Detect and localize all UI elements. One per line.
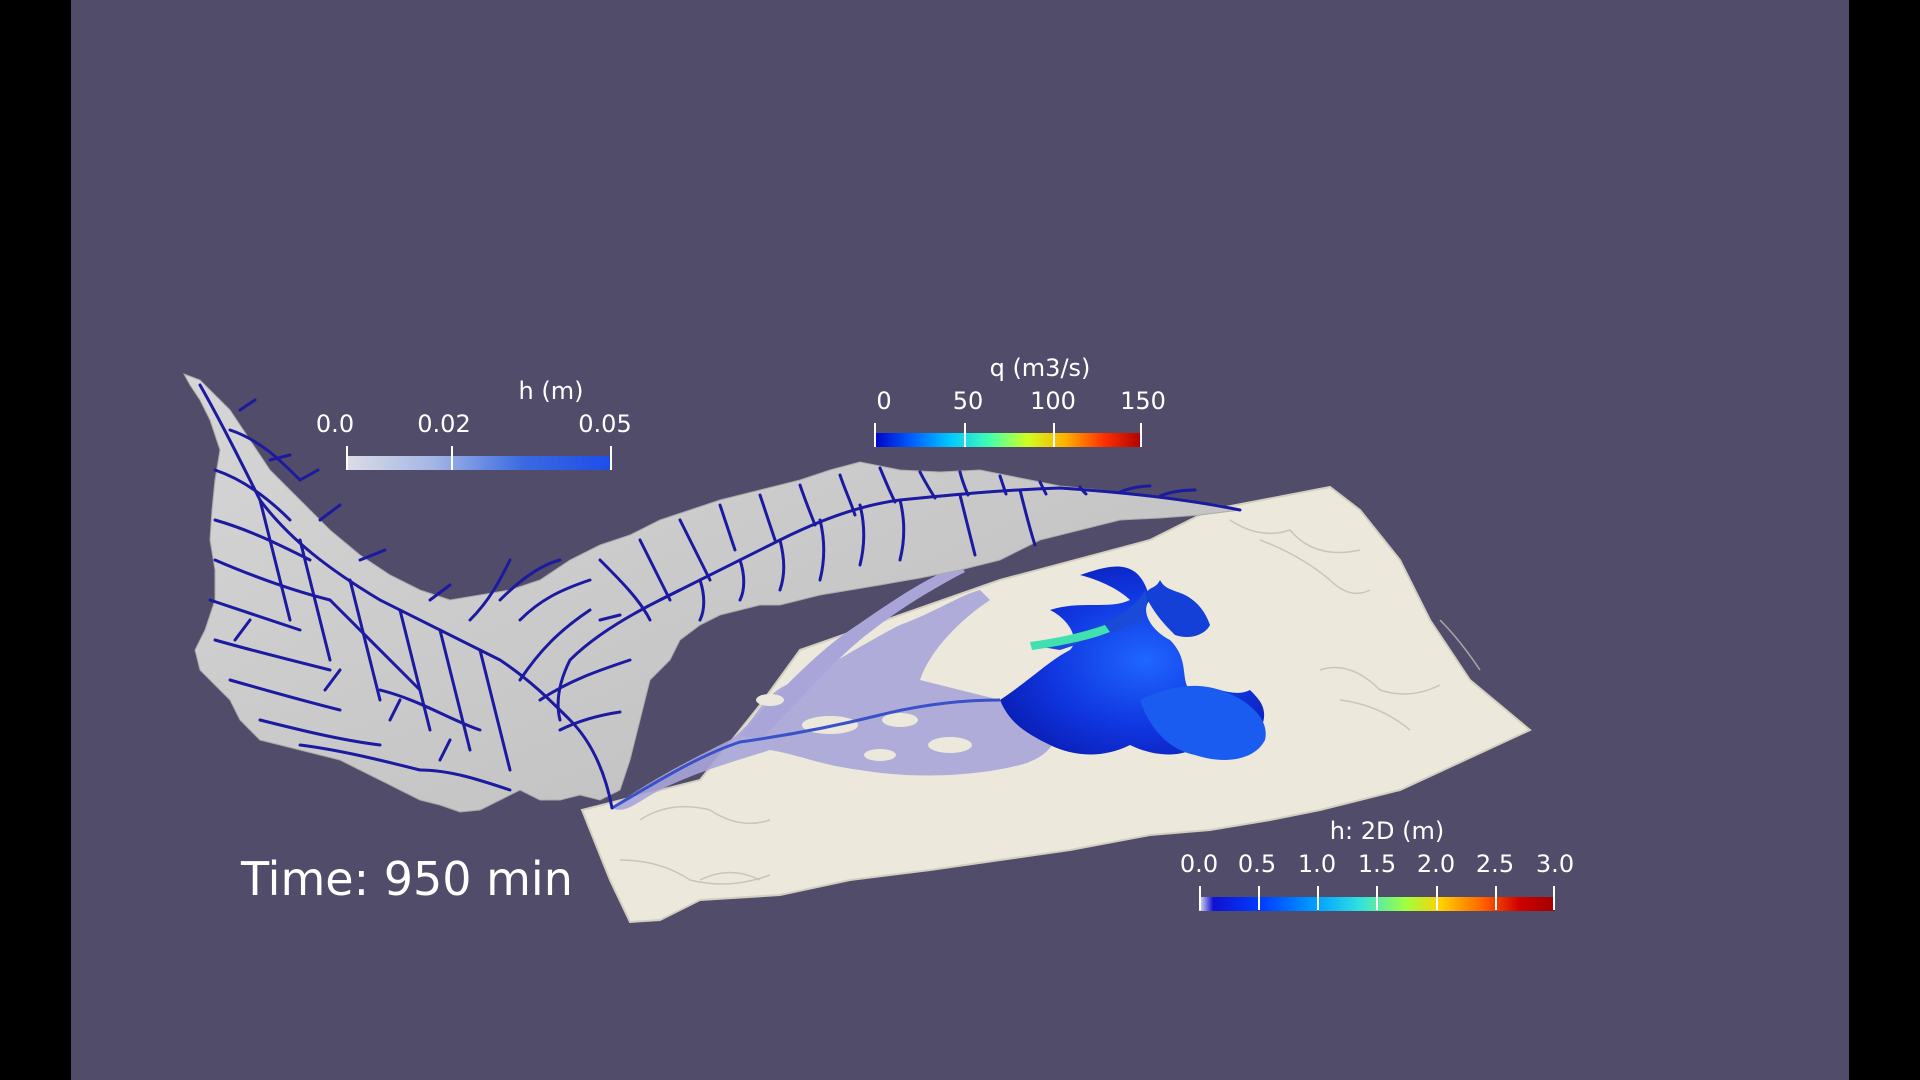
legend-q-tickmark-1: [964, 423, 966, 447]
legend-h2d-tick-6: 3.0: [1535, 850, 1575, 878]
legend-q-tickmark-0: [874, 423, 876, 447]
legend-h2d-tickmark-0: [1199, 886, 1201, 910]
high-discharge-channel: [1030, 625, 1110, 650]
legend-q-tick-0: 0: [876, 387, 892, 415]
shallow-channel-upper: [740, 565, 965, 740]
legend-h-tickmark-2: [610, 446, 612, 470]
legend-h2d-tick-0: 0.0: [1179, 850, 1219, 878]
legend-h-tick-0: 0.0: [315, 410, 355, 438]
legend-h-tick-2: 0.05: [578, 410, 632, 438]
legend-q-tick-3: 150: [1120, 387, 1166, 415]
legend-q-title: q (m3/s): [989, 354, 1091, 382]
legend-h2d-tick-2: 1.0: [1297, 850, 1337, 878]
legend-h2d-tick-1: 0.5: [1237, 850, 1277, 878]
main-river-channel: [611, 698, 1001, 810]
scene-3d[interactable]: [71, 0, 1849, 1080]
flood-headwater: [1145, 580, 1210, 637]
legend-h-tickmark-0: [346, 446, 348, 470]
legend-h2d-tickmark-4: [1436, 886, 1438, 910]
legend-h-colorbar: [346, 456, 612, 470]
legend-h2d-tickmark-2: [1317, 886, 1319, 910]
river-network: [198, 383, 1242, 810]
legend-q-tick-2: 100: [1030, 387, 1076, 415]
legend-h2d-tickmark-3: [1376, 886, 1378, 910]
legend-h2d-tick-3: 1.5: [1357, 850, 1397, 878]
time-annotation: Time: 950 min: [241, 852, 573, 906]
floodplain-relief: [619, 519, 1481, 885]
legend-h-tick-1: 0.02: [417, 410, 471, 438]
legend-h-tickmark-1: [451, 446, 453, 470]
legend-h2d-tickmark-5: [1495, 886, 1497, 910]
legend-h2d-title: h: 2D (m): [1329, 817, 1445, 845]
legend-q-tickmark-2: [1053, 423, 1055, 447]
shallow-inundation: [612, 590, 1058, 810]
legend-q-tick-1: 50: [952, 387, 984, 415]
render-viewport[interactable]: h (m) 0.0 0.02 0.05 q (m3/s) 0 50 100 15…: [71, 0, 1849, 1080]
legend-h2d-tick-5: 2.5: [1475, 850, 1515, 878]
legend-q-colorbar: [874, 433, 1142, 447]
legend-h-title: h (m): [518, 377, 584, 405]
legend-h2d-tickmark-6: [1553, 886, 1555, 910]
legend-h2d-tickmark-1: [1258, 886, 1260, 910]
legend-q-tickmark-3: [1140, 423, 1142, 447]
legend-h2d-tick-4: 2.0: [1416, 850, 1456, 878]
deep-flood-lobe: [1140, 685, 1266, 760]
catchment-terrain: [182, 373, 1241, 813]
